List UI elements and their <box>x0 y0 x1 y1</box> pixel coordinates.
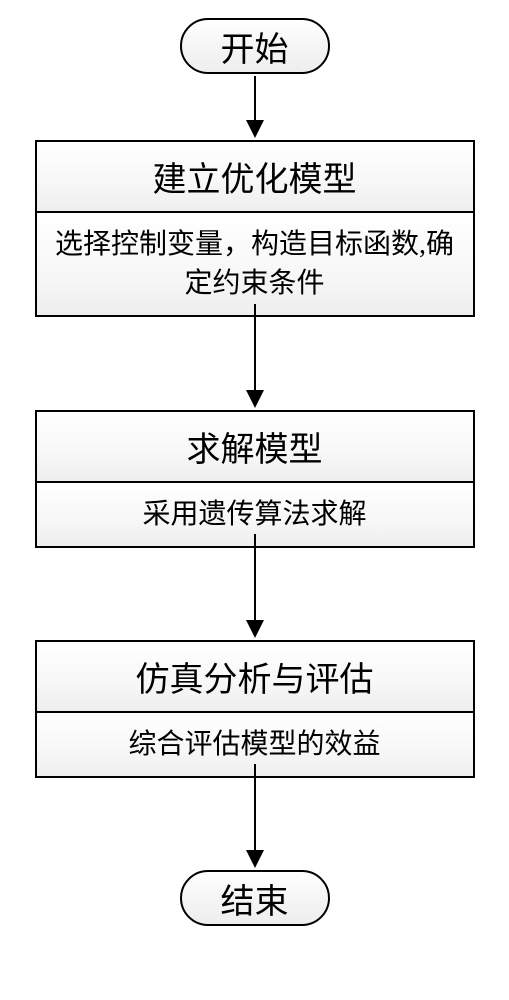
build-model-body: 选择控制变量，构造目标函数,确定约束条件 <box>37 213 473 315</box>
arrow-3 <box>240 534 270 638</box>
simulate-title: 仿真分析与评估 <box>37 642 473 713</box>
arrow-1 <box>240 76 270 138</box>
arrow-4 <box>240 764 270 868</box>
build-model-node: 建立优化模型 选择控制变量，构造目标函数,确定约束条件 <box>35 140 475 317</box>
solve-model-title: 求解模型 <box>37 412 473 483</box>
start-node: 开始 <box>180 18 330 74</box>
arrow-2 <box>240 304 270 408</box>
flowchart-canvas: 开始 建立优化模型 选择控制变量，构造目标函数,确定约束条件 求解模型 采用遗传… <box>0 0 509 1000</box>
end-node: 结束 <box>180 870 330 926</box>
build-model-title: 建立优化模型 <box>37 142 473 213</box>
end-label: 结束 <box>221 874 289 923</box>
simulate-node: 仿真分析与评估 综合评估模型的效益 <box>35 640 475 778</box>
solve-model-node: 求解模型 采用遗传算法求解 <box>35 410 475 548</box>
start-label: 开始 <box>221 22 289 71</box>
